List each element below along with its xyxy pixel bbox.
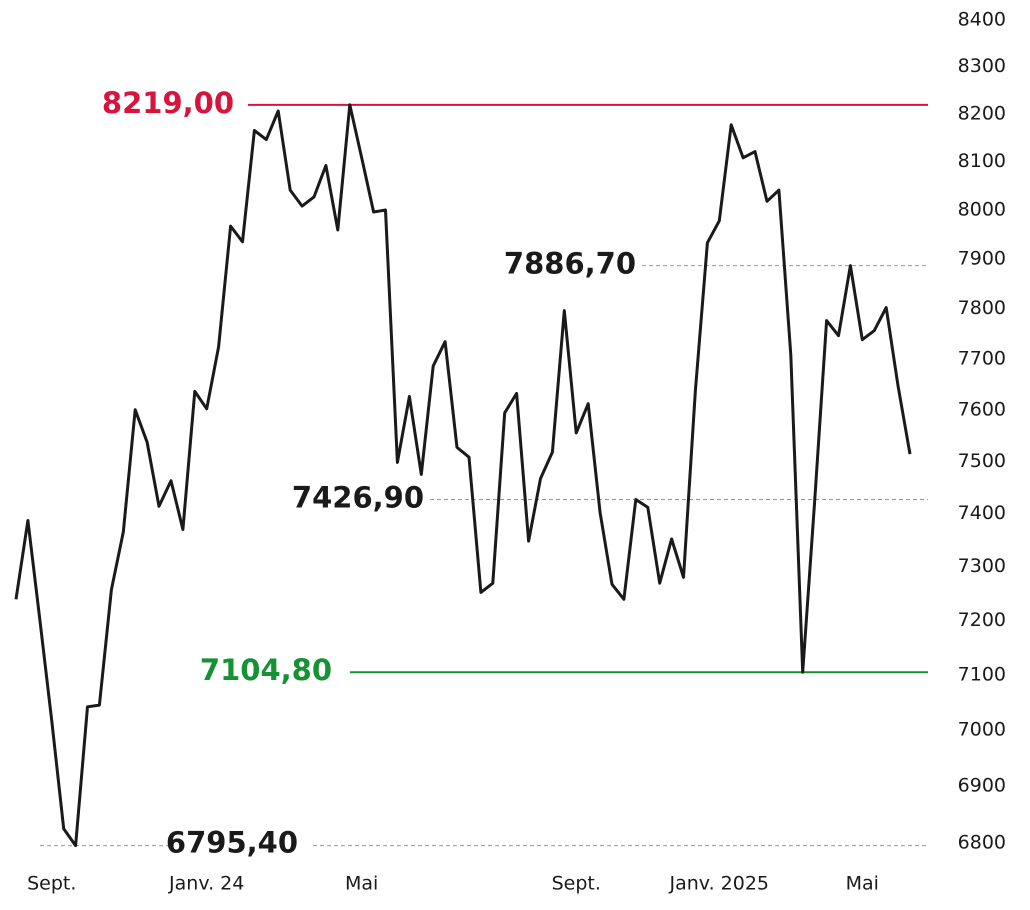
price-line xyxy=(14,103,912,848)
y-tick-label: 7200 xyxy=(958,609,1006,631)
y-tick-label: 7700 xyxy=(958,347,1006,369)
reference-label: 7104,80 xyxy=(200,653,332,687)
y-tick-label: 7000 xyxy=(958,719,1006,741)
x-tick-label: Mai xyxy=(345,873,378,895)
x-tick-label: Sept. xyxy=(27,873,76,895)
y-tick-label: 7800 xyxy=(958,297,1006,319)
x-tick-label: Janv. 24 xyxy=(168,873,244,895)
y-tick-label: 8300 xyxy=(958,55,1006,77)
y-tick-label: 8000 xyxy=(958,199,1006,221)
y-tick-label: 7100 xyxy=(958,663,1006,685)
y-tick-label: 8200 xyxy=(958,102,1006,124)
y-tick-label: 7600 xyxy=(958,398,1006,420)
reference-label: 8219,00 xyxy=(102,86,234,120)
x-tick-label: Mai xyxy=(846,873,879,895)
x-tick-label: Janv. 2025 xyxy=(669,873,770,895)
y-tick-label: 6800 xyxy=(958,832,1006,854)
y-tick-label: 8400 xyxy=(958,9,1006,31)
label-background xyxy=(172,827,312,864)
y-tick-label: 7400 xyxy=(958,502,1006,524)
reference-label: 7426,90 xyxy=(292,481,424,515)
y-tick-label: 7300 xyxy=(958,555,1006,577)
y-tick-label: 8100 xyxy=(958,150,1006,172)
y-tick-label: 7900 xyxy=(958,248,1006,270)
reference-label: 6795,40 xyxy=(166,826,298,860)
y-tick-label: 6900 xyxy=(958,775,1006,797)
y-tick-label: 7500 xyxy=(958,450,1006,472)
x-tick-label: Sept. xyxy=(552,873,601,895)
reference-label: 7886,70 xyxy=(504,247,636,281)
